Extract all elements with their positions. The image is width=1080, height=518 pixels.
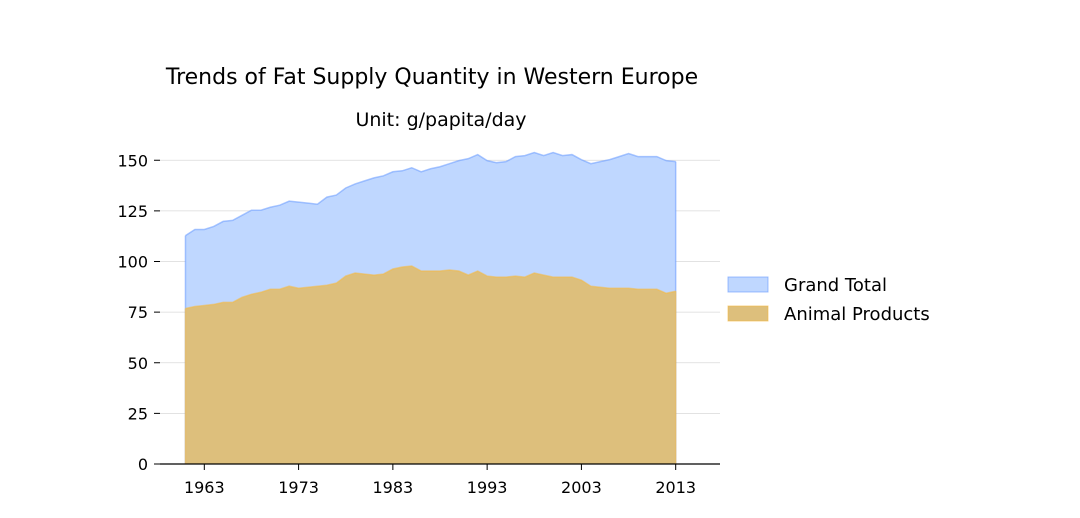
axes: 0 25 50 75 100 125 150 1963 1973 1983 1993 2003 2013 [117,151,720,497]
y-tick-label-125: 125 [117,202,148,221]
chart-subtitle: Unit: g/papita/day [355,109,526,131]
plot-areas [184,151,677,464]
x-tick-label-2003: 2003 [561,478,602,497]
y-tick-label-150: 150 [117,151,148,170]
x-tick-label-1963: 1963 [184,478,225,497]
area-edge-1 [185,265,676,310]
y-tick-label-100: 100 [117,253,148,272]
x-tick-label-1973: 1973 [278,478,319,497]
y-tick-label-0: 0 [138,455,148,474]
y-tick-label-50: 50 [128,354,148,373]
legend-label-1: Animal Products [784,304,930,325]
chart-title: Trends of Fat Supply Quantity in Western… [165,65,698,90]
legend-label-0: Grand Total [784,275,887,296]
y-tick-label-75: 75 [128,303,148,322]
x-tick-label-2013: 2013 [655,478,696,497]
legend-swatch-1 [727,305,769,322]
legend-swatch-0 [727,276,769,293]
x-tick-label-1993: 1993 [467,478,508,497]
y-tick-label-25: 25 [128,404,148,423]
x-tick-label-1983: 1983 [373,478,414,497]
legend: Grand Total Animal Products [727,275,930,325]
area-edge-0 [185,151,676,237]
area-1 [185,265,676,464]
